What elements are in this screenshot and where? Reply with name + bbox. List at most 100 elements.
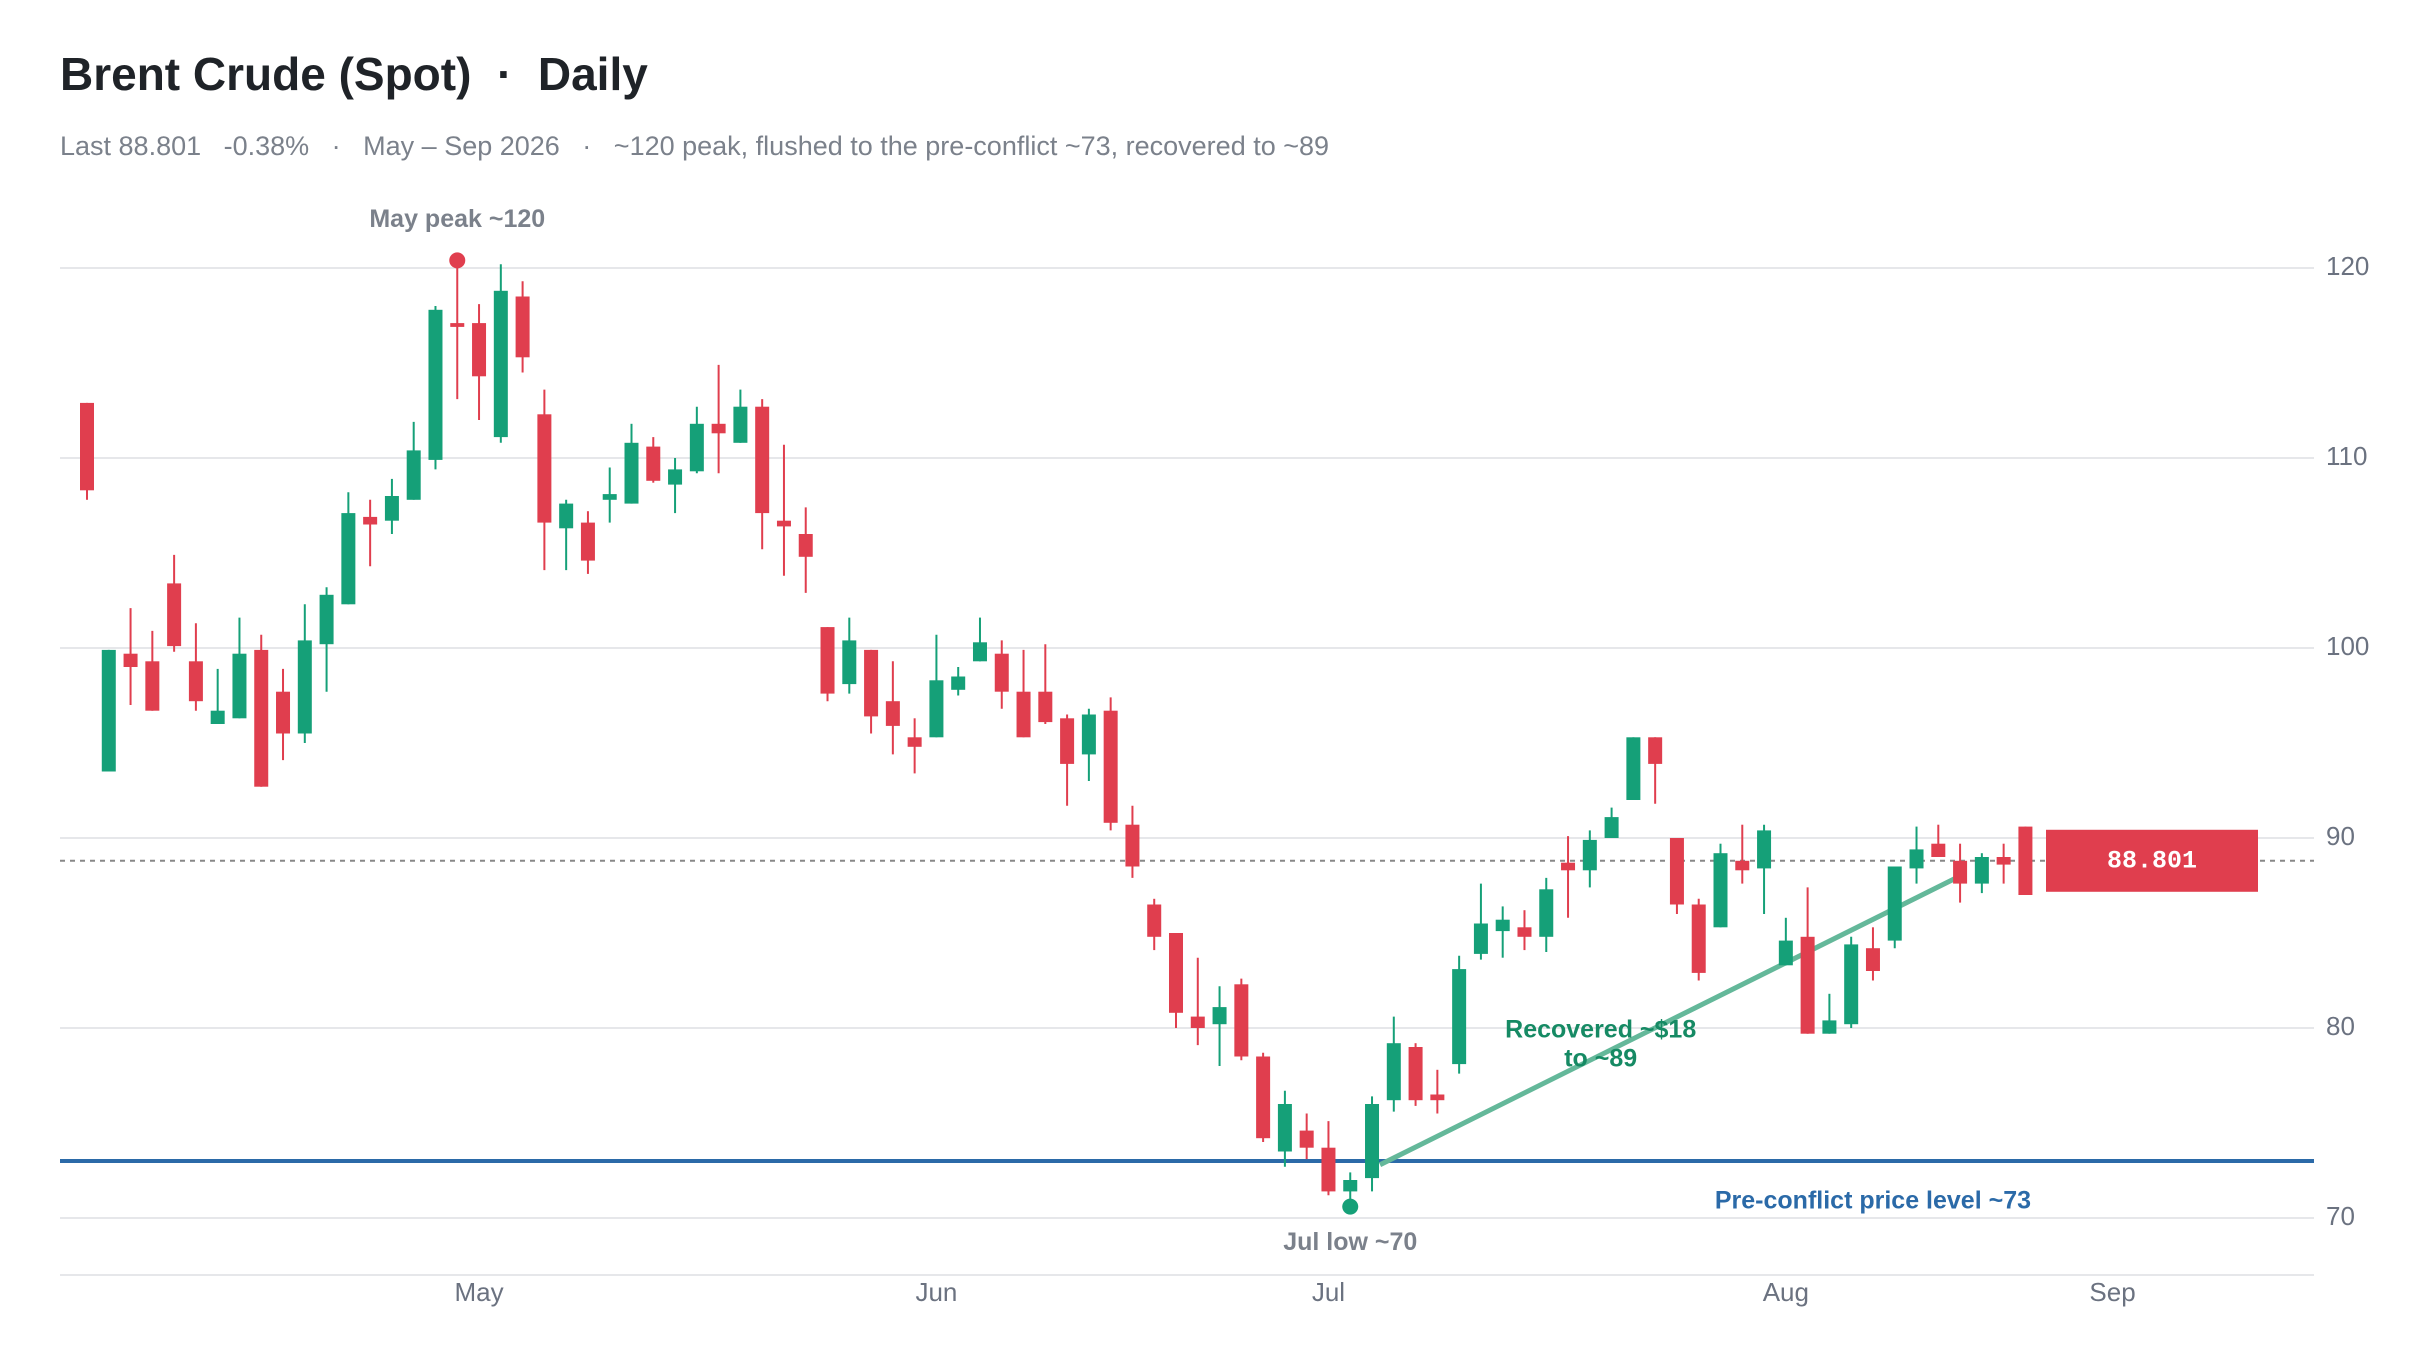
candle-body xyxy=(450,323,465,327)
y-tick-label: 80 xyxy=(2326,1011,2355,1041)
candle-body xyxy=(1081,714,1096,755)
candle-body xyxy=(493,290,508,438)
candle-body xyxy=(1669,838,1684,905)
candle-body xyxy=(1299,1130,1314,1148)
candle-body xyxy=(559,503,574,529)
candle-body xyxy=(668,469,683,485)
candle-body xyxy=(1648,737,1663,764)
candle-body xyxy=(1865,948,1880,971)
x-tick-label: Sep xyxy=(2089,1277,2135,1307)
candle-body xyxy=(167,583,182,647)
candle-body xyxy=(1953,860,1968,884)
candle-body xyxy=(1691,904,1706,973)
candle-body xyxy=(1495,919,1510,932)
candle-body xyxy=(145,661,160,711)
candle-body xyxy=(798,534,813,557)
candle-body xyxy=(1931,843,1946,857)
candle-body xyxy=(1909,849,1924,869)
candle-body xyxy=(929,680,944,738)
candle-body xyxy=(1430,1094,1445,1101)
candle-body xyxy=(1757,830,1772,869)
chart-subtitle: Last 88.801 -0.38% · May – Sep 2026 · ~1… xyxy=(60,131,1329,161)
candle-body xyxy=(580,522,595,561)
peak-marker xyxy=(449,252,466,269)
candle-body xyxy=(1125,824,1140,867)
candle-body xyxy=(1561,862,1576,871)
candle-body xyxy=(363,516,378,525)
candle-body xyxy=(1147,904,1162,937)
candle-body xyxy=(341,513,356,605)
y-tick-label: 110 xyxy=(2326,441,2367,471)
candle-body xyxy=(1539,889,1554,937)
candle-body xyxy=(232,653,247,719)
candle-body xyxy=(1473,923,1488,954)
candle-body xyxy=(319,594,334,645)
candle-body xyxy=(755,406,770,514)
y-tick-label: 70 xyxy=(2326,1201,2355,1231)
low-label: Jul low ~70 xyxy=(1283,1228,1417,1256)
candle-body xyxy=(123,653,138,667)
candle-body xyxy=(1343,1180,1358,1192)
peak-label: May peak ~120 xyxy=(369,205,545,233)
candle-body xyxy=(776,520,791,527)
candle-body xyxy=(1234,984,1249,1057)
price-tag-label: 88.801 xyxy=(2107,846,2197,875)
candle-body xyxy=(254,649,269,787)
candle-body xyxy=(602,494,617,500)
candle-body xyxy=(972,642,987,662)
candle-body xyxy=(1016,691,1031,738)
recovery-label: to ~89 xyxy=(1564,1045,1637,1073)
candle-body xyxy=(1844,944,1859,1025)
candle-body xyxy=(1365,1104,1380,1179)
y-tick-label: 100 xyxy=(2326,631,2369,661)
candle-body xyxy=(1169,933,1183,1013)
candle-body xyxy=(1582,839,1597,871)
candle-body xyxy=(646,446,661,481)
low-marker xyxy=(1342,1198,1359,1215)
candle-body xyxy=(2018,826,2033,895)
candle-body xyxy=(1321,1147,1336,1192)
x-tick-label: Jun xyxy=(915,1277,957,1307)
candle-body xyxy=(820,627,835,694)
candle-body xyxy=(1190,1016,1205,1028)
candle-body xyxy=(1060,718,1075,764)
candle-body xyxy=(1713,853,1728,928)
candle-body xyxy=(1103,710,1118,823)
candle-body xyxy=(276,691,291,734)
candle-body xyxy=(1974,857,1989,884)
candle-body xyxy=(1038,691,1053,723)
candle-body xyxy=(1256,1056,1271,1139)
candle-body xyxy=(406,450,421,500)
candle-body xyxy=(1778,940,1793,966)
candle-body xyxy=(907,737,922,747)
candle-body xyxy=(1887,866,1902,941)
y-tick-label: 90 xyxy=(2326,821,2355,851)
candle-body xyxy=(994,653,1009,692)
candle-body xyxy=(1386,1043,1401,1101)
recovery-label: Recovered ~$18 xyxy=(1505,1016,1696,1044)
candle-body xyxy=(1517,927,1532,937)
candle-body xyxy=(1277,1104,1292,1152)
x-tick-label: Jul xyxy=(1312,1277,1345,1307)
candle-body xyxy=(1996,857,2011,865)
candle-body xyxy=(624,442,639,504)
x-tick-label: Aug xyxy=(1763,1277,1809,1307)
chart-title: Brent Crude (Spot) · Daily xyxy=(60,48,648,100)
candle-body xyxy=(428,309,443,460)
candle-body xyxy=(537,414,552,523)
candle-body xyxy=(80,402,94,491)
candle-body xyxy=(101,649,116,772)
candle-body xyxy=(1452,969,1467,1065)
candle-body xyxy=(864,649,879,717)
candle-body xyxy=(210,710,225,724)
candle-body xyxy=(951,676,966,690)
candle-body xyxy=(1800,936,1815,1034)
y-tick-label: 120 xyxy=(2326,251,2369,281)
candle-body xyxy=(1735,860,1750,871)
candle-body xyxy=(1822,1020,1837,1034)
candle-body xyxy=(842,640,857,685)
candle-body xyxy=(1212,1007,1227,1025)
candle-body xyxy=(188,661,203,702)
x-tick-label: May xyxy=(454,1277,503,1307)
